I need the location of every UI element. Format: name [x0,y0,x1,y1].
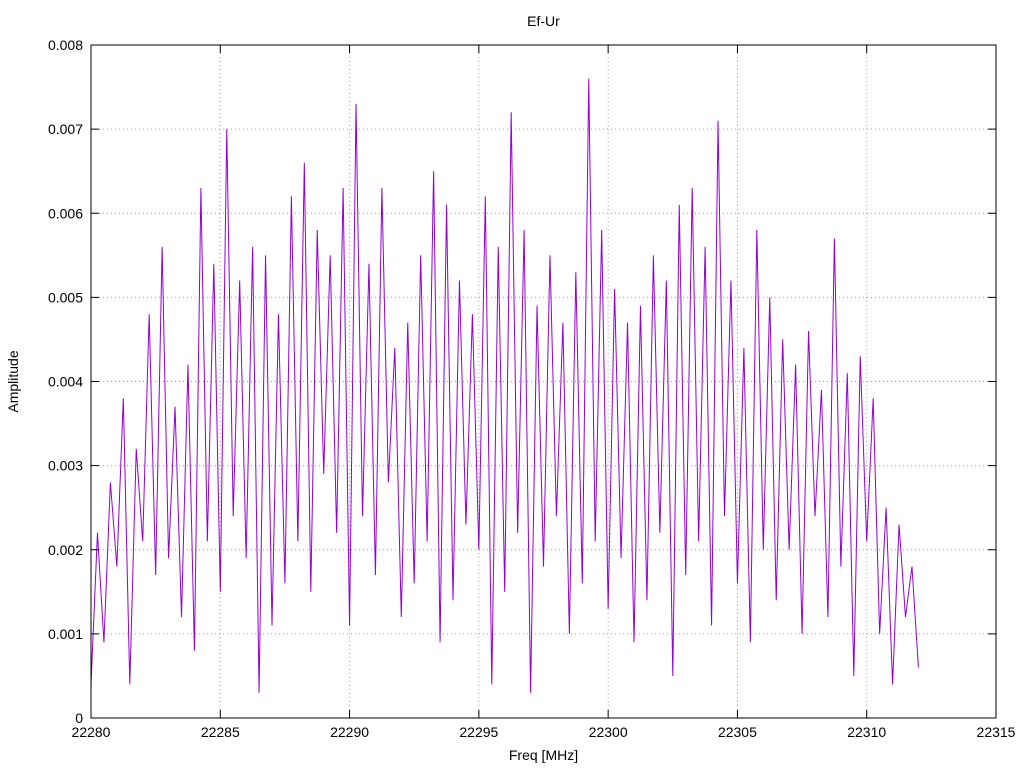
y-tick-label: 0.002 [48,542,83,558]
x-tick-label: 22315 [977,724,1016,740]
x-axis-label: Freq [MHz] [509,747,578,763]
x-tick-label: 22300 [589,724,628,740]
x-tick-label: 22310 [847,724,886,740]
y-tick-label: 0.006 [48,205,83,221]
x-tick-label: 22285 [201,724,240,740]
y-tick-label: 0 [75,710,83,726]
y-tick-label: 0.007 [48,121,83,137]
series-line-0 [90,78,919,693]
x-tick-label: 22305 [718,724,757,740]
x-tick-label: 22280 [72,724,111,740]
x-tick-label: 22295 [459,724,498,740]
series-layer [90,78,919,693]
y-axis-label: Amplitude [5,350,21,412]
chart-title: Ef-Ur [527,13,560,29]
y-tick-label: 0.003 [48,458,83,474]
x-tick-label: 22290 [330,724,369,740]
y-tick-label: 0.004 [48,374,83,390]
ticks: 22280 22285 22290 22295 22300 22305 22310 22315… [48,37,1016,740]
y-tick-label: 0.008 [48,37,83,53]
y-tick-label: 0.005 [48,289,83,305]
y-tick-label: 0.001 [48,626,83,642]
